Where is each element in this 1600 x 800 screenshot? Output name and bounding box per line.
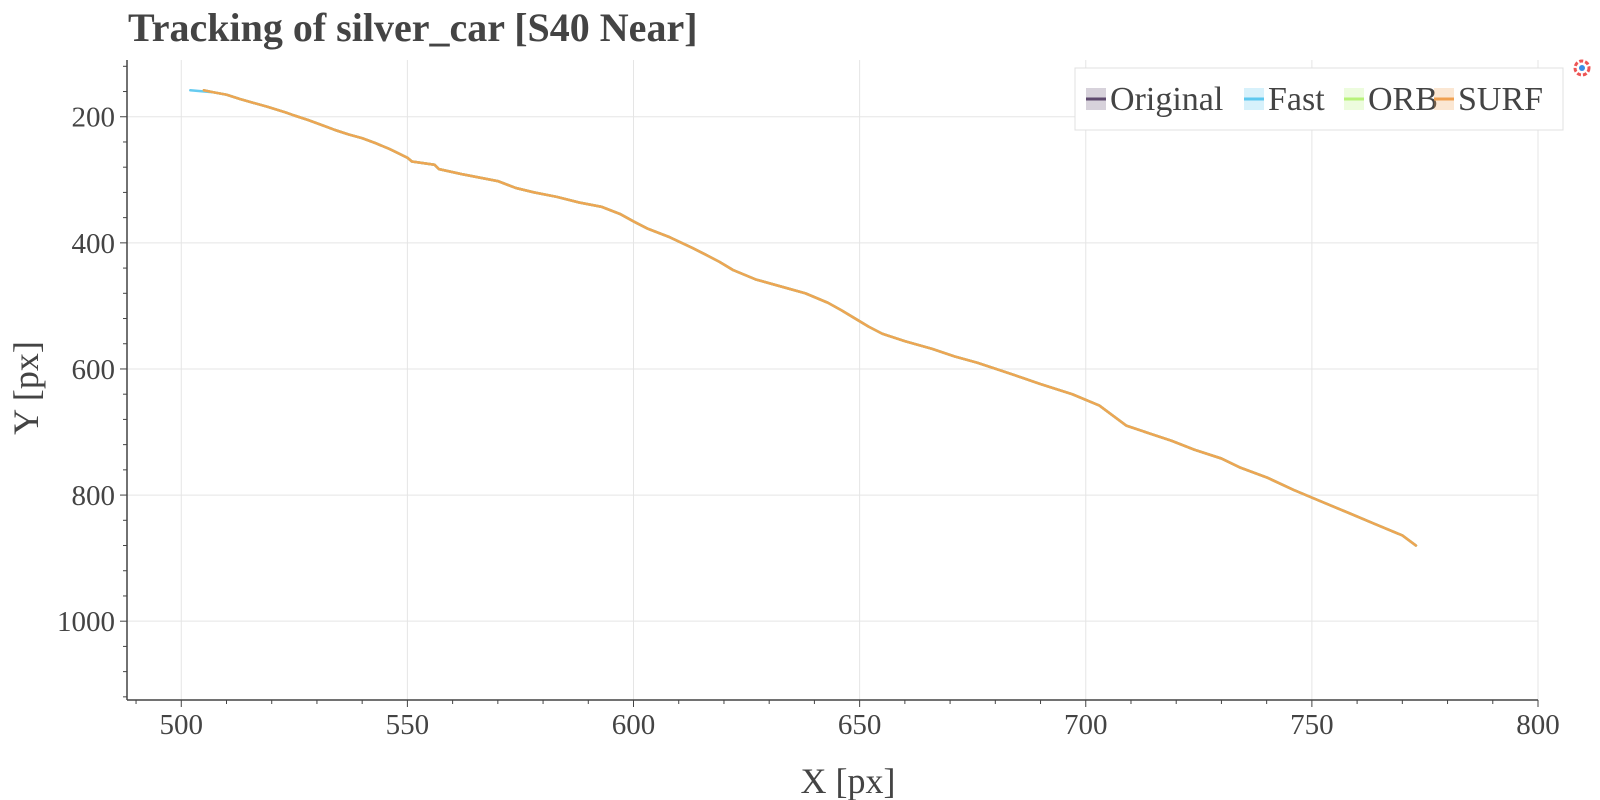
legend-label-surf: SURF	[1458, 81, 1543, 118]
legend-box	[1074, 67, 1564, 131]
x-tick-label: 650	[838, 709, 882, 741]
y-axis-label: Y [px]	[6, 341, 46, 435]
legend: Original Fast ORB SURF	[1074, 67, 1564, 131]
y-tick-label: 600	[72, 354, 116, 386]
x-tick-label: 750	[1290, 709, 1334, 741]
x-tick-label: 600	[612, 709, 656, 741]
x-tick-label: 800	[1516, 709, 1560, 741]
y-tick-label: 1000	[57, 606, 115, 638]
axes: 500 550 600 650 700 750 800 200 400 600 800 1000	[57, 60, 1560, 741]
x-axis-label: X [px]	[801, 761, 896, 800]
x-tick-label: 700	[1064, 709, 1108, 741]
bokeh-logo-icon[interactable]	[1572, 58, 1592, 78]
x-tick-label: 550	[386, 709, 430, 741]
legend-label-fast: Fast	[1268, 81, 1325, 118]
chart-title: Tracking of silver_car [S40 Near]	[128, 5, 698, 50]
y-tick-label: 400	[72, 228, 116, 260]
y-tick-label: 200	[72, 102, 116, 134]
legend-label-orb: ORB	[1368, 81, 1438, 118]
plot-area	[127, 60, 1570, 716]
y-tick-label: 800	[72, 480, 116, 512]
legend-label-original: Original	[1110, 81, 1223, 118]
series-lines	[189, 89, 1418, 547]
series-line-surf	[202, 89, 1418, 547]
x-tick-label: 500	[160, 709, 204, 741]
